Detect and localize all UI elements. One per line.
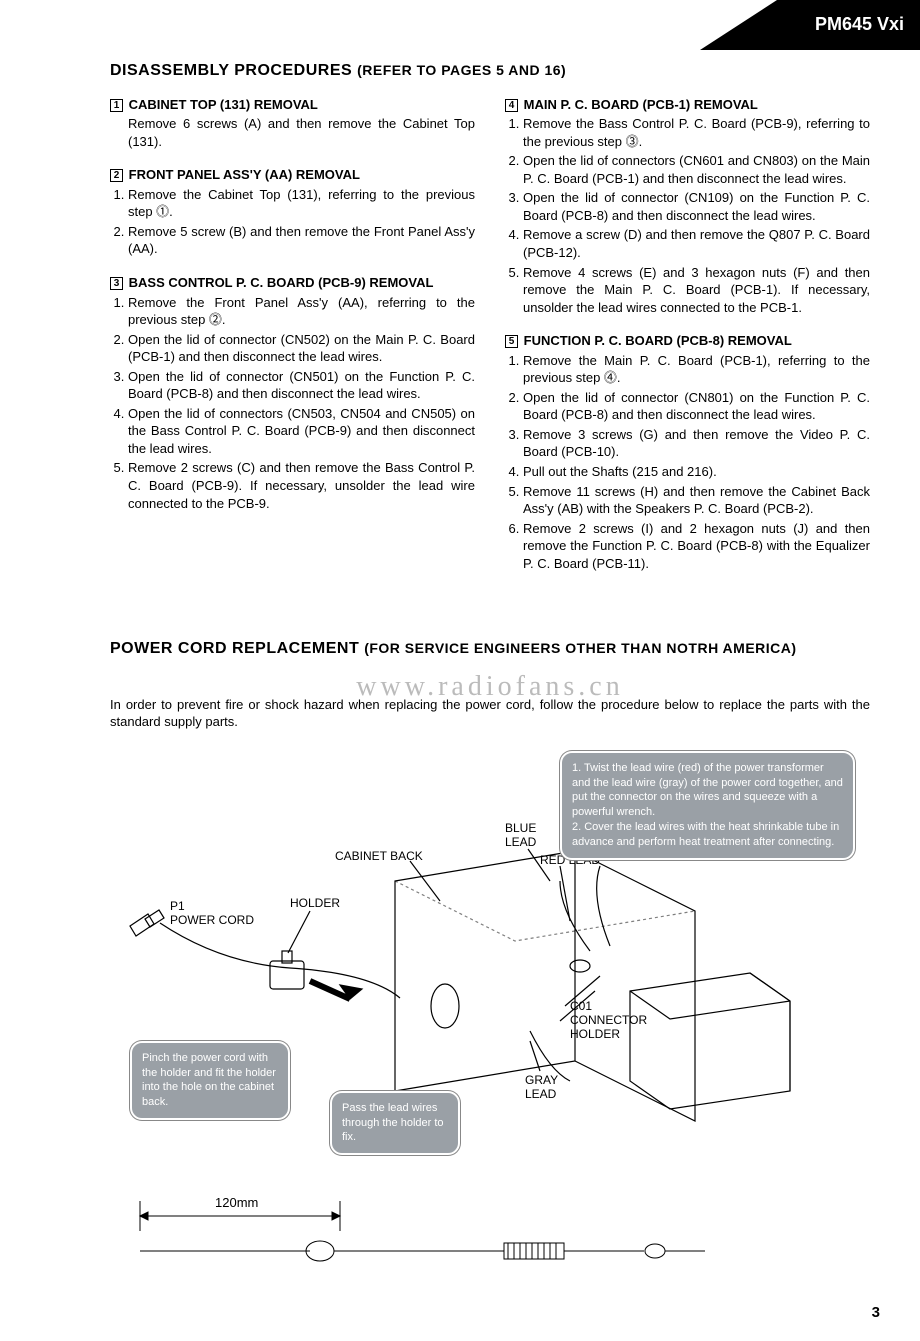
step: Open the lid of connectors (CN503, CN504… — [128, 405, 475, 458]
step: Remove the Front Panel Ass'y (AA), refer… — [128, 294, 475, 329]
step: Pull out the Shafts (215 and 216). — [523, 463, 870, 481]
section1-subtitle: (REFER TO PAGES 5 AND 16) — [357, 62, 566, 78]
page-content: DISASSEMBLY PROCEDURES (REFER TO PAGES 5… — [0, 0, 920, 1341]
procedure-5: 5 FUNCTION P. C. BOARD (PCB-8) REMOVAL R… — [505, 332, 870, 572]
proc-title-text: BASS CONTROL P. C. BOARD (PCB-9) REMOVAL — [129, 275, 434, 290]
step: Open the lid of connector (CN501) on the… — [128, 368, 475, 403]
power-cord-diagram: P1 POWER CORD HOLDER CABINET BACK BLUE L… — [110, 751, 870, 1311]
model-text: PM645 Vxi — [815, 14, 904, 34]
procedure-3-title: 3 BASS CONTROL P. C. BOARD (PCB-9) REMOV… — [110, 274, 475, 292]
section2-subtitle: (FOR SERVICE ENGINEERS OTHER THAN NOTRH … — [364, 640, 796, 656]
label-120mm: 120mm — [215, 1194, 258, 1212]
proc-4-steps: Remove the Bass Control P. C. Board (PCB… — [505, 115, 870, 316]
proc-title-text: CABINET TOP (131) REMOVAL — [129, 97, 318, 112]
proc-title-text: MAIN P. C. BOARD (PCB-1) REMOVAL — [524, 97, 758, 112]
callout-right: 1. Twist the lead wire (red) of the powe… — [560, 751, 855, 860]
section2-title: POWER CORD REPLACEMENT — [110, 640, 359, 657]
step: Remove 5 screw (B) and then remove the F… — [128, 223, 475, 258]
step: Remove 4 screws (E) and 3 hexagon nuts (… — [523, 264, 870, 317]
left-column: 1 CABINET TOP (131) REMOVAL Remove 6 scr… — [110, 96, 475, 589]
right-column: 4 MAIN P. C. BOARD (PCB-1) REMOVAL Remov… — [505, 96, 870, 589]
box-number: 3 — [110, 277, 123, 290]
label-connector: CONNECTOR — [570, 1013, 647, 1027]
procedure-3: 3 BASS CONTROL P. C. BOARD (PCB-9) REMOV… — [110, 274, 475, 512]
step: Remove the Bass Control P. C. Board (PCB… — [523, 115, 870, 150]
step: Open the lid of connector (CN801) on the… — [523, 389, 870, 424]
step: Remove 11 screws (H) and then remove the… — [523, 483, 870, 518]
callout-left: Pinch the power cord with the holder and… — [130, 1041, 290, 1120]
step: Open the lid of connector (CN502) on the… — [128, 331, 475, 366]
step: Remove the Cabinet Top (131), referring … — [128, 186, 475, 221]
proc-title-text: FUNCTION P. C. BOARD (PCB-8) REMOVAL — [524, 333, 792, 348]
label-power-cord: POWER CORD — [170, 913, 254, 927]
section2-intro: In order to prevent fire or shock hazard… — [110, 696, 870, 731]
procedure-4: 4 MAIN P. C. BOARD (PCB-1) REMOVAL Remov… — [505, 96, 870, 317]
procedure-1: 1 CABINET TOP (131) REMOVAL Remove 6 scr… — [110, 96, 475, 151]
box-number: 5 — [505, 335, 518, 348]
label-holder: HOLDER — [290, 896, 340, 910]
label-c01: C01 — [570, 999, 592, 1013]
section1-title: DISASSEMBLY PROCEDURES — [110, 62, 352, 79]
proc-title-text: FRONT PANEL ASS'Y (AA) REMOVAL — [129, 167, 360, 182]
box-number: 1 — [110, 99, 123, 112]
proc-1-body: Remove 6 screws (A) and then remove the … — [128, 115, 475, 150]
step: Remove 2 screws (I) and 2 hexagon nuts (… — [523, 520, 870, 573]
label-p1: P1 — [170, 899, 185, 913]
step: Remove 3 screws (G) and then remove the … — [523, 426, 870, 461]
proc-3-steps: Remove the Front Panel Ass'y (AA), refer… — [110, 294, 475, 513]
procedure-1-title: 1 CABINET TOP (131) REMOVAL — [110, 96, 475, 114]
step: Remove 2 screws (C) and then remove the … — [128, 459, 475, 512]
procedure-4-title: 4 MAIN P. C. BOARD (PCB-1) REMOVAL — [505, 96, 870, 114]
step: Remove a screw (D) and then remove the Q… — [523, 226, 870, 261]
box-number: 2 — [110, 169, 123, 182]
step: Open the lid of connector (CN109) on the… — [523, 189, 870, 224]
procedure-5-title: 5 FUNCTION P. C. BOARD (PCB-8) REMOVAL — [505, 332, 870, 350]
procedures-columns: 1 CABINET TOP (131) REMOVAL Remove 6 scr… — [110, 96, 870, 589]
label-holder2: HOLDER — [570, 1027, 620, 1041]
section1-heading: DISASSEMBLY PROCEDURES (REFER TO PAGES 5… — [110, 60, 870, 82]
proc-5-steps: Remove the Main P. C. Board (PCB-1), ref… — [505, 352, 870, 573]
step: Remove the Main P. C. Board (PCB-1), ref… — [523, 352, 870, 387]
page-number: 3 — [872, 1303, 880, 1323]
step: Open the lid of connectors (CN601 and CN… — [523, 152, 870, 187]
label-blue-lead: BLUE LEAD — [505, 821, 536, 850]
label-gray-lead: GRAY LEAD — [525, 1073, 558, 1102]
procedure-2-title: 2 FRONT PANEL ASS'Y (AA) REMOVAL — [110, 166, 475, 184]
proc-2-steps: Remove the Cabinet Top (131), referring … — [110, 186, 475, 258]
procedure-2: 2 FRONT PANEL ASS'Y (AA) REMOVAL Remove … — [110, 166, 475, 258]
section2-heading: POWER CORD REPLACEMENT (FOR SERVICE ENGI… — [110, 638, 870, 660]
box-number: 4 — [505, 99, 518, 112]
callout-mid: Pass the lead wires through the holder t… — [330, 1091, 460, 1156]
label-cabinet-back: CABINET BACK — [335, 849, 423, 863]
